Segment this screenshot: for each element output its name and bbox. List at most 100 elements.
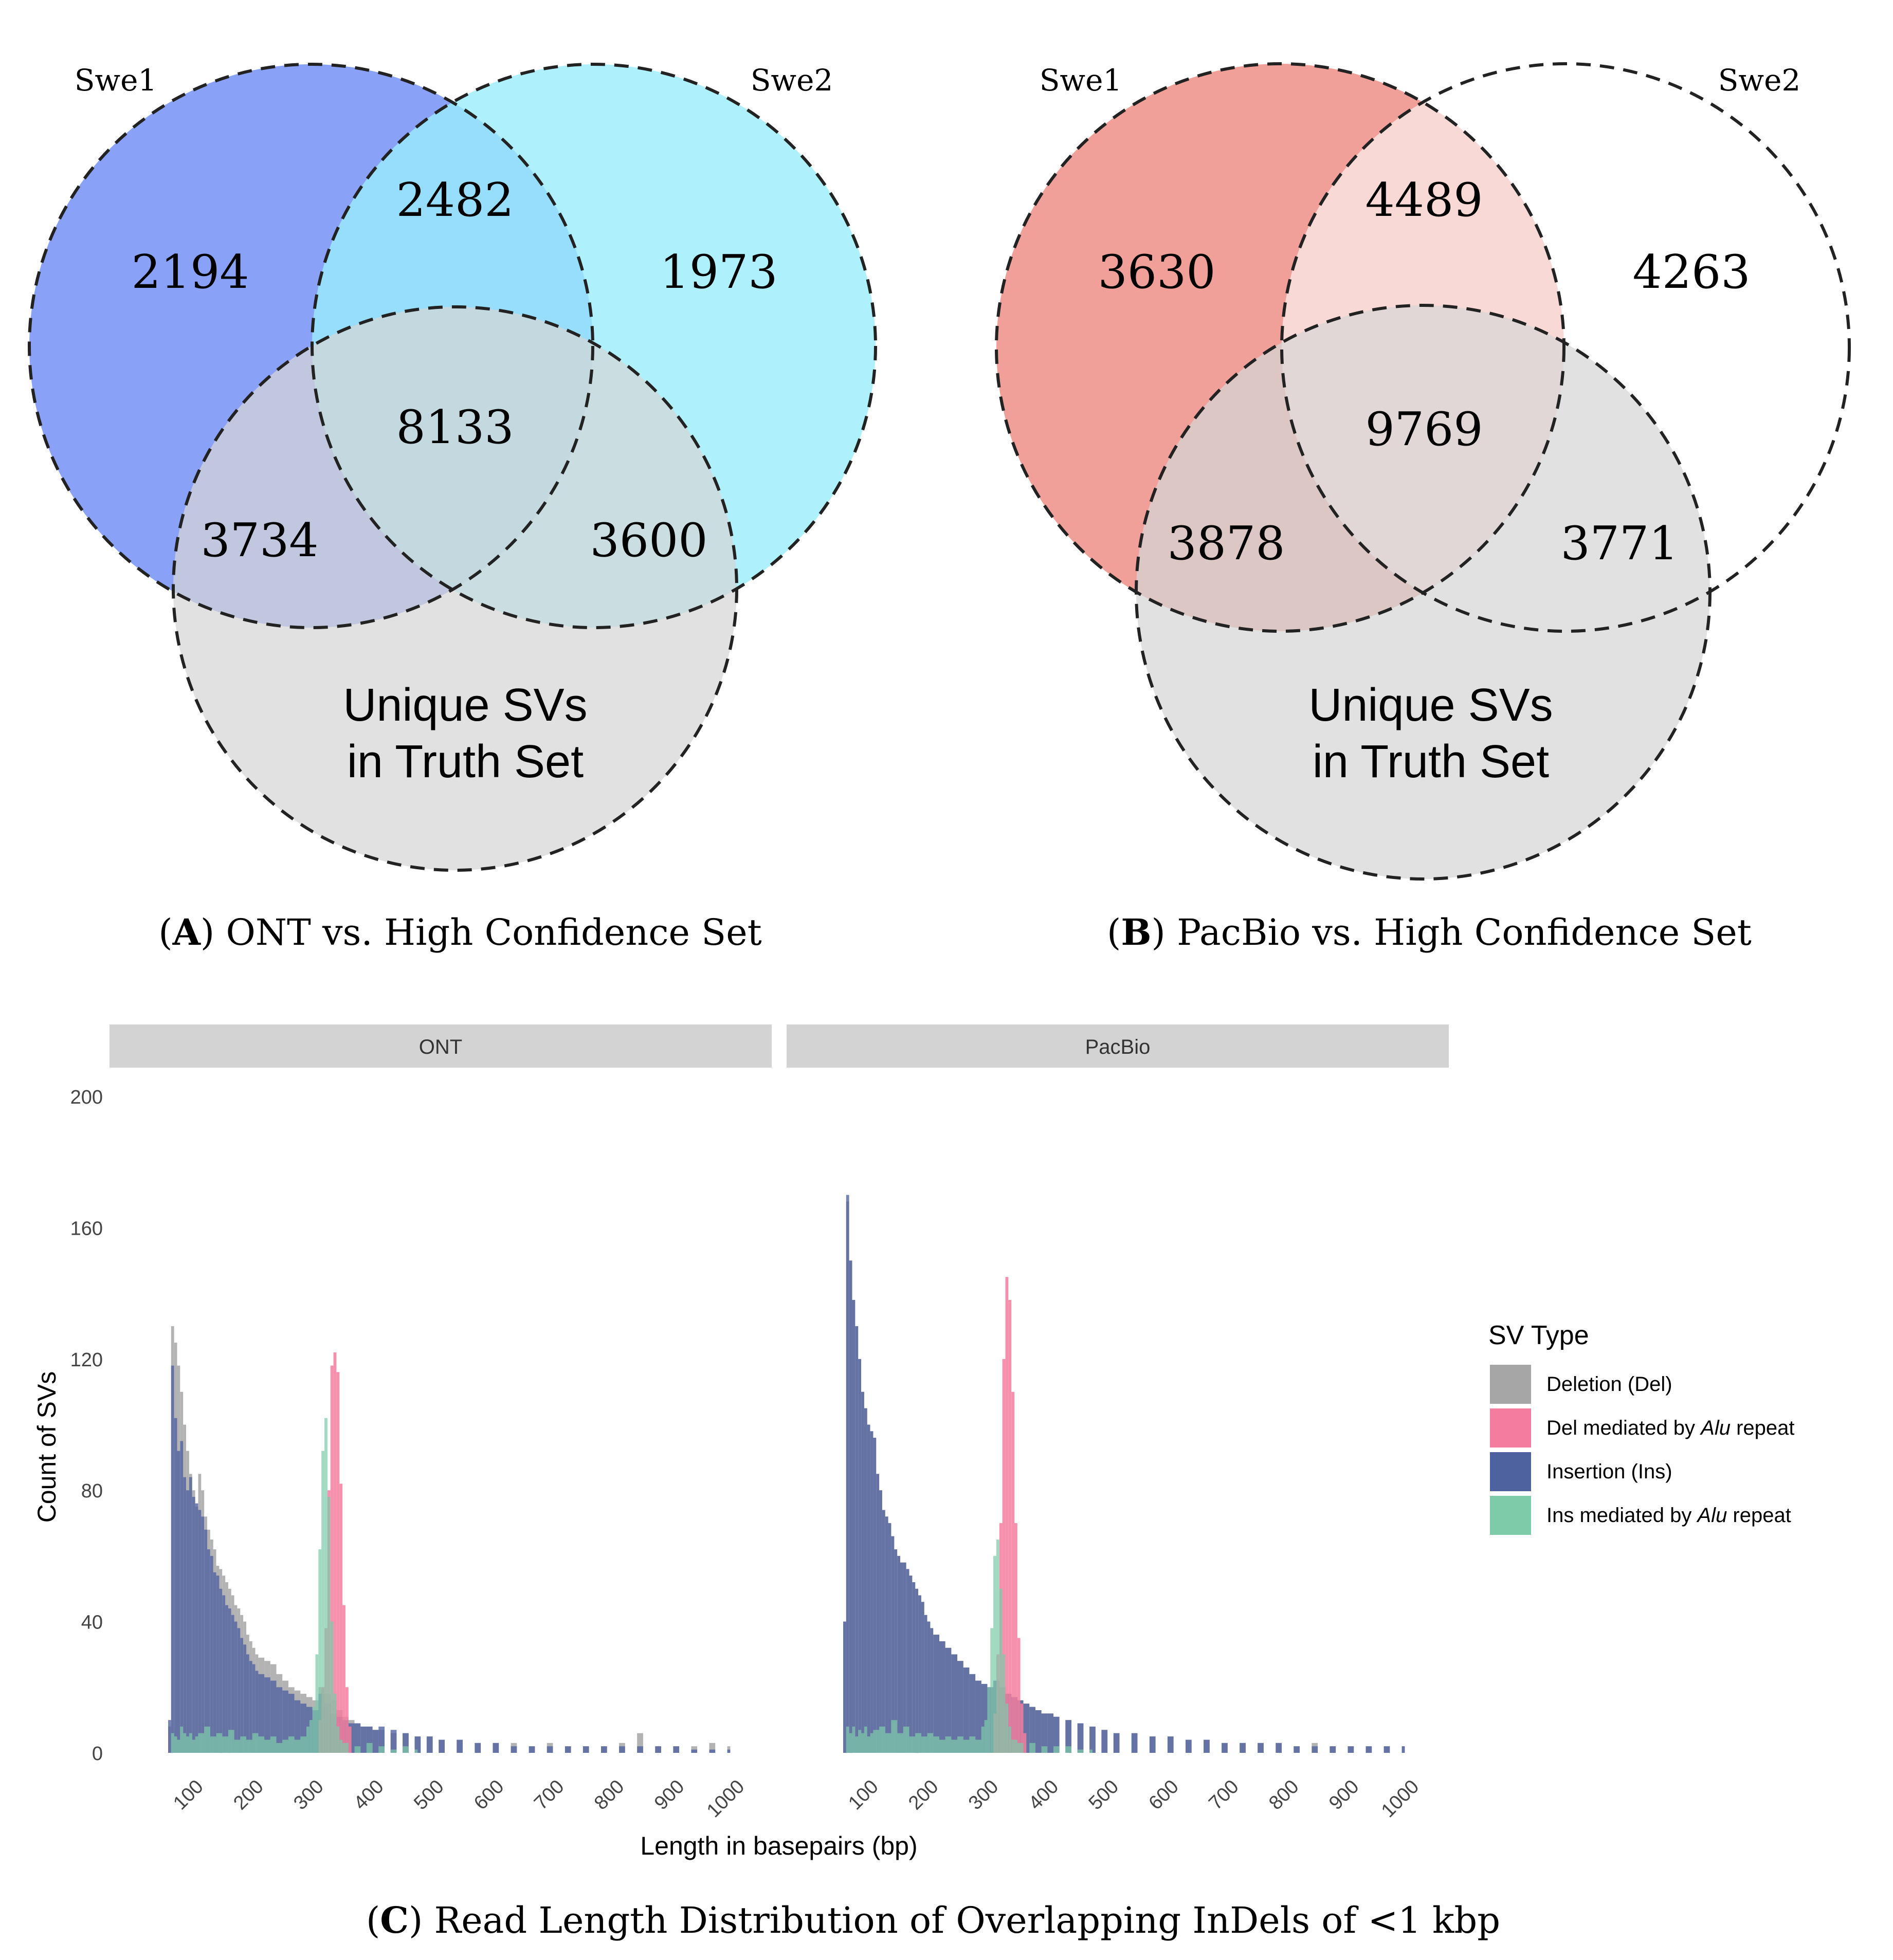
bar-pacbio-insalu bbox=[1077, 1749, 1084, 1753]
caption-c: (C) Read Length Distribution of Overlapp… bbox=[366, 1899, 1500, 1941]
bar-pacbio-ins bbox=[1384, 1746, 1390, 1753]
venn-a-label-swe2: Swe2 bbox=[751, 63, 833, 98]
x-axis-title: Length in basepairs (bp) bbox=[640, 1831, 917, 1860]
y-tick-label: 80 bbox=[81, 1480, 103, 1502]
bar-ont-ins bbox=[201, 1516, 205, 1753]
bar-ont-insalu bbox=[222, 1736, 228, 1753]
bar-ont-insalu bbox=[330, 1621, 334, 1753]
bar-ont-insalu bbox=[228, 1730, 234, 1753]
bar-pacbio-ins bbox=[1167, 1736, 1174, 1753]
bar-pacbio-ins bbox=[1035, 1710, 1042, 1753]
bar-pacbio-insalu bbox=[903, 1726, 909, 1753]
bar-ont-insalu bbox=[192, 1739, 195, 1753]
bar-pacbio-ins bbox=[927, 1621, 931, 1753]
legend-label-insalu: Ins mediated by Alu repeat bbox=[1546, 1504, 1791, 1527]
bar-pacbio-ins bbox=[1113, 1733, 1120, 1753]
bar-ont-insalu bbox=[342, 1743, 349, 1753]
legend: SV Type Deletion (Del) Del mediated by A… bbox=[1488, 1321, 1795, 1535]
bar-ont-ins bbox=[655, 1746, 661, 1753]
x-tick-label-pacbio: 200 bbox=[904, 1776, 943, 1815]
bar-pacbio-ins bbox=[1348, 1746, 1354, 1753]
bar-pacbio-ins bbox=[855, 1326, 859, 1753]
bar-pacbio-ins bbox=[1186, 1739, 1192, 1753]
bar-ont-insalu bbox=[252, 1733, 259, 1753]
bar-pacbio-insalu bbox=[993, 1555, 996, 1753]
caption-a: (A) ONT vs. High Confidence Set bbox=[158, 911, 762, 954]
bar-ont-ins bbox=[195, 1503, 198, 1753]
bar-pacbio-ins bbox=[1258, 1743, 1264, 1753]
bar-ont-del bbox=[709, 1743, 716, 1753]
facet-label-ont: ONT bbox=[419, 1036, 462, 1058]
bar-ont-ins bbox=[547, 1746, 553, 1753]
bar-pacbio-ins bbox=[951, 1654, 957, 1753]
venn-a-swe1-only: 2194 bbox=[131, 245, 249, 299]
bar-ont-ins bbox=[177, 1451, 180, 1753]
bar-pacbio-delalu bbox=[1002, 1359, 1006, 1753]
legend-swatch-insalu bbox=[1490, 1496, 1531, 1535]
bar-pacbio-insalu bbox=[858, 1730, 861, 1753]
bar-ont-ins bbox=[342, 1720, 349, 1753]
venn-b-truth-outline bbox=[1135, 304, 1712, 881]
bar-pacbio-ins bbox=[969, 1674, 976, 1753]
bar-ont-insalu bbox=[183, 1733, 186, 1753]
bar-pacbio-insalu bbox=[996, 1540, 999, 1753]
bar-pacbio-insalu bbox=[909, 1736, 916, 1753]
venn-b-all-three: 9769 bbox=[1365, 402, 1483, 456]
x-tick-label-ont: 800 bbox=[590, 1776, 629, 1815]
x-tick-label-pacbio: 300 bbox=[964, 1776, 1003, 1815]
bar-ont-ins bbox=[231, 1615, 234, 1753]
bar-pacbio-ins bbox=[885, 1516, 888, 1753]
bar-ont-ins bbox=[709, 1749, 716, 1753]
bar-ont-insalu bbox=[246, 1739, 252, 1753]
bar-pacbio-ins bbox=[1029, 1707, 1035, 1753]
bar-pacbio-ins bbox=[975, 1680, 981, 1753]
y-tick-label: 160 bbox=[70, 1218, 103, 1239]
venn-b-swe1-truth: 3878 bbox=[1167, 517, 1285, 571]
bar-pacbio-insalu bbox=[1089, 1749, 1093, 1753]
bar-pacbio-insalu bbox=[1053, 1746, 1060, 1753]
bar-pacbio-ins bbox=[897, 1555, 900, 1753]
bar-ont-ins bbox=[691, 1749, 698, 1753]
x-tick-label-ont: 400 bbox=[350, 1776, 388, 1815]
venn-b-swe2-only: 4263 bbox=[1632, 245, 1750, 299]
bar-pacbio-delalu bbox=[1020, 1703, 1024, 1753]
bar-pacbio-insalu bbox=[987, 1687, 991, 1753]
bar-ont-ins bbox=[619, 1746, 625, 1753]
venn-a-truth-line1: Unique SVs bbox=[343, 680, 587, 731]
bar-ont-ins bbox=[276, 1687, 283, 1753]
histogram-ont bbox=[168, 1326, 731, 1753]
bar-pacbio-insalu bbox=[1011, 1739, 1017, 1753]
bar-pacbio-ins bbox=[903, 1562, 906, 1753]
bar-pacbio-ins bbox=[918, 1595, 921, 1753]
bar-pacbio-insalu bbox=[975, 1739, 981, 1753]
bar-ont-ins bbox=[300, 1703, 306, 1753]
bar-pacbio-insalu bbox=[963, 1739, 970, 1753]
x-tick-label-ont: 200 bbox=[229, 1776, 268, 1815]
bar-pacbio-ins bbox=[1204, 1739, 1210, 1753]
bar-ont-ins bbox=[529, 1746, 535, 1753]
bar-pacbio-ins bbox=[1101, 1730, 1108, 1753]
bar-ont-ins bbox=[264, 1677, 270, 1753]
caption-b-letter: B bbox=[1121, 911, 1151, 954]
bar-ont-ins bbox=[171, 1365, 174, 1753]
y-tick-label: 200 bbox=[70, 1087, 103, 1108]
legend-swatch-del bbox=[1490, 1365, 1531, 1404]
bar-ont-ins bbox=[198, 1510, 202, 1753]
bar-pacbio-ins bbox=[849, 1260, 852, 1753]
bar-ont-ins bbox=[252, 1664, 256, 1753]
venn-b-swe1-swe2: 4489 bbox=[1365, 173, 1483, 227]
bar-ont-delalu bbox=[336, 1372, 340, 1753]
bar-ont-insalu bbox=[390, 1749, 397, 1753]
bar-ont-insalu bbox=[378, 1746, 385, 1753]
bar-pacbio-ins bbox=[1401, 1746, 1405, 1753]
bar-ont-ins bbox=[270, 1680, 277, 1753]
bar-ont-insalu bbox=[324, 1418, 327, 1753]
bar-ont-ins bbox=[174, 1418, 177, 1753]
bar-ont-insalu bbox=[318, 1549, 322, 1753]
venn-b-truth-line1: Unique SVs bbox=[1308, 680, 1553, 731]
bar-ont-insalu bbox=[300, 1736, 306, 1753]
venn-b-label-swe2: Swe2 bbox=[1718, 63, 1801, 98]
caption-a-letter: A bbox=[172, 911, 202, 954]
bar-ont-insalu bbox=[333, 1694, 337, 1753]
